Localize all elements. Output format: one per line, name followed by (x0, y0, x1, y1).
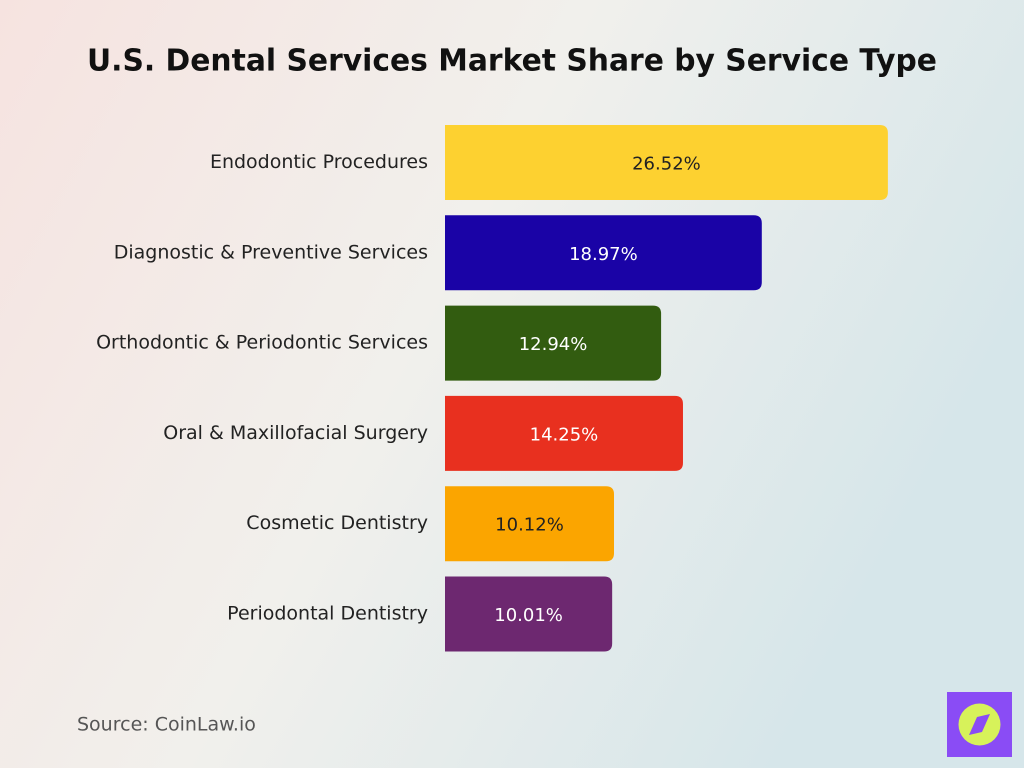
bar (445, 395, 683, 471)
value-label: 10.12% (495, 515, 564, 536)
chart-title: U.S. Dental Services Market Share by Ser… (87, 44, 937, 79)
value-label: 10.01% (494, 605, 563, 626)
value-label: 18.97% (569, 244, 638, 265)
value-label: 14.25% (530, 424, 599, 445)
category-label: Periodontal Dentistry (227, 603, 428, 625)
source: Source: CoinLaw.io (77, 714, 256, 736)
logo (947, 692, 1012, 757)
bar (445, 576, 613, 652)
bar (445, 215, 762, 291)
category-label: Oral & Maxillofacial Surgery (163, 422, 428, 444)
category-label: Orthodontic & Periodontic Services (96, 332, 428, 354)
bar (445, 125, 888, 200)
value-label: 12.94% (519, 334, 588, 355)
category-label: Endodontic Procedures (210, 151, 428, 173)
category-label: Diagnostic & Preventive Services (114, 241, 428, 263)
bar (445, 486, 615, 562)
value-label: 26.52% (632, 154, 701, 175)
category-label: Cosmetic Dentistry (246, 512, 428, 534)
bar (445, 305, 662, 381)
